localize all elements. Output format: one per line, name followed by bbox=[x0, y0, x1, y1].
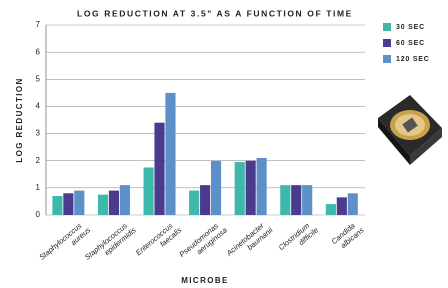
bar bbox=[235, 162, 245, 215]
bar bbox=[98, 195, 108, 215]
chart: LOG REDUCTION AT 3.5" AS A FUNCTION OF T… bbox=[0, 0, 448, 288]
bar bbox=[337, 197, 347, 215]
bar bbox=[154, 123, 164, 215]
y-tick-label: 1 bbox=[36, 183, 41, 192]
x-tick-label: Enterococcusfaecalis bbox=[134, 218, 184, 264]
legend-label: 30 SEC bbox=[396, 24, 425, 31]
y-tick-label: 7 bbox=[36, 20, 41, 29]
bar bbox=[165, 93, 175, 215]
x-tick-label: Acinetobacterbaumanii bbox=[224, 218, 275, 265]
chart-title: LOG REDUCTION AT 3.5" AS A FUNCTION OF T… bbox=[77, 8, 353, 18]
bar bbox=[211, 161, 221, 215]
legend-swatch bbox=[383, 23, 391, 31]
x-tick-label: Candidaalbicans bbox=[330, 218, 366, 252]
y-tick-label: 3 bbox=[36, 129, 41, 138]
legend-label: 120 SEC bbox=[396, 56, 430, 63]
x-axis-title: MICROBE bbox=[181, 276, 229, 285]
bar bbox=[302, 185, 312, 215]
bar bbox=[291, 185, 301, 215]
bar bbox=[120, 185, 130, 215]
x-tick-label: Pseudomonasaeruginosa bbox=[178, 219, 229, 266]
x-tick-label: Staphylococcusaureus bbox=[37, 218, 92, 268]
y-tick-label: 6 bbox=[36, 47, 41, 56]
bar bbox=[246, 161, 256, 215]
y-tick-label: 4 bbox=[36, 102, 41, 111]
bar bbox=[52, 196, 62, 215]
x-tick-label: Clostridiumdifficile bbox=[277, 219, 320, 259]
bar bbox=[280, 185, 290, 215]
y-tick-label: 2 bbox=[36, 156, 41, 165]
legend-swatch bbox=[383, 55, 391, 63]
bar bbox=[326, 204, 336, 215]
bar bbox=[109, 191, 119, 215]
bar bbox=[257, 158, 267, 215]
bar bbox=[144, 168, 154, 216]
bar bbox=[348, 193, 358, 215]
legend-swatch bbox=[383, 39, 391, 47]
y-axis-title: LOG REDUCTION bbox=[15, 77, 24, 162]
bar bbox=[63, 193, 73, 215]
bar bbox=[74, 191, 84, 215]
legend-label: 60 SEC bbox=[396, 40, 425, 47]
bar bbox=[200, 185, 210, 215]
y-tick-label: 5 bbox=[36, 74, 41, 83]
bar bbox=[189, 191, 199, 215]
x-tick-label: Staphylococcusepidermidis bbox=[83, 218, 138, 268]
y-tick-label: 0 bbox=[36, 210, 41, 219]
product-photo bbox=[378, 95, 442, 165]
